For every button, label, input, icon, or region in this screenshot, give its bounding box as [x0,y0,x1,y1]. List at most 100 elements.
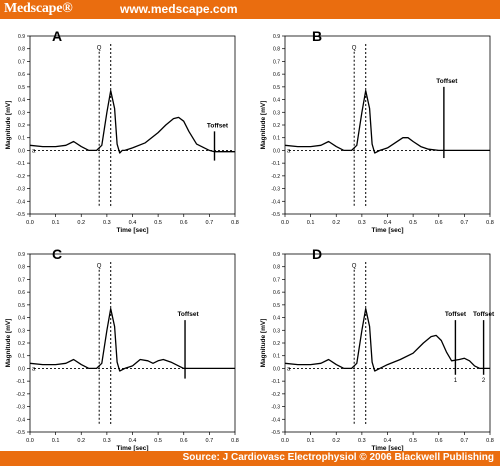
x-axis-label: Time [sec] [371,227,403,234]
y-tick-label: -0.1 [271,161,280,167]
ecg-waveform [284,308,490,372]
y-tick-label: -0.2 [16,174,25,180]
panel-c: C-0.5-0.4-0.3-0.2-0.10.00.10.20.30.40.50… [5,246,239,451]
y-tick-label: -0.3 [271,405,280,411]
y-tick-label: 0.8 [273,265,280,271]
start-marker: a [32,148,36,154]
y-tick-label: 0.1 [18,136,25,142]
x-tick-label: 0.2 [77,220,85,226]
y-tick-label: 0.4 [18,98,25,104]
q-marker: Q [352,264,357,270]
x-tick-label: 0.2 [332,438,340,444]
ecg-waveform [284,90,490,154]
x-tick-label: 0.4 [129,438,137,444]
x-tick-label: 0.6 [435,438,443,444]
y-tick-label: 0.5 [18,303,25,309]
y-tick-label: 0.1 [273,354,280,360]
figure-panels: A-0.5-0.4-0.3-0.2-0.10.00.10.20.30.40.50… [5,28,495,451]
start-marker: a [32,366,36,372]
ecg-waveform [29,308,235,372]
y-tick-label: 0.7 [273,277,280,283]
y-tick-label: -0.5 [271,430,280,436]
x-tick-label: 0.6 [180,438,188,444]
x-tick-label: 0.2 [77,438,85,444]
y-tick-label: -0.3 [16,187,25,193]
y-tick-label: 0.5 [18,85,25,91]
x-tick-label: 0.0 [281,438,289,444]
q-marker: Q [97,46,102,52]
x-tick-label: 0.0 [281,220,289,226]
y-tick-label: 0.5 [273,85,280,91]
x-tick-label: 0.8 [486,438,494,444]
y-tick-label: 0.9 [273,34,280,40]
y-tick-label: 0.2 [18,123,25,129]
plot-frame [284,253,491,433]
y-tick-label: 0.0 [18,366,25,372]
y-tick-label: -0.2 [271,174,280,180]
y-tick-label: 0.6 [273,290,280,296]
toffset-label: Toffset [445,311,467,318]
x-tick-label: 0.5 [409,220,417,226]
y-tick-label: 0.0 [273,148,280,154]
y-tick-label: 0.3 [18,328,25,334]
y-tick-label: 0.2 [273,123,280,129]
x-tick-label: 0.5 [154,220,162,226]
panel-b: B-0.5-0.4-0.3-0.2-0.10.00.10.20.30.40.50… [260,28,494,234]
x-axis-label: Time [sec] [371,445,403,451]
y-tick-label: 0.0 [273,366,280,372]
y-tick-label: 0.8 [18,265,25,271]
x-tick-label: 0.3 [358,438,366,444]
plot-frame [29,253,236,433]
x-tick-label: 0.5 [154,438,162,444]
q-marker: Q [352,46,357,52]
y-tick-label: -0.1 [271,379,280,385]
x-tick-label: 0.1 [307,220,315,226]
toffset-label: Toffset [473,311,495,318]
y-tick-label: 0.2 [273,341,280,347]
x-tick-label: 0.2 [332,220,340,226]
panel-a: A-0.5-0.4-0.3-0.2-0.10.00.10.20.30.40.50… [5,28,239,234]
y-tick-label: 0.3 [273,328,280,334]
q-marker: Q [97,264,102,270]
x-axis-label: Time [sec] [116,227,148,234]
toffset-index: 1 [454,378,458,384]
y-axis-label: Magnitude [mV] [260,101,267,150]
header-bar: Medscape® www.medscape.com [0,0,500,19]
y-tick-label: 0.3 [273,110,280,116]
x-tick-label: 0.1 [52,438,60,444]
y-tick-label: -0.4 [16,199,25,205]
y-tick-label: -0.1 [16,161,25,167]
y-tick-label: 0.5 [273,303,280,309]
x-tick-label: 0.1 [52,220,60,226]
y-tick-label: 0.7 [18,277,25,283]
y-tick-label: 0.8 [18,47,25,53]
x-tick-label: 0.4 [384,220,392,226]
y-axis-label: Magnitude [mV] [5,319,12,368]
y-tick-label: 0.3 [18,110,25,116]
y-tick-label: 0.6 [18,72,25,78]
y-tick-label: 0.9 [18,34,25,40]
x-tick-label: 0.8 [486,220,494,226]
y-tick-label: 0.9 [18,252,25,258]
x-tick-label: 0.3 [103,438,111,444]
start-marker: a [287,366,291,372]
x-tick-label: 0.5 [409,438,417,444]
x-tick-label: 0.7 [461,438,469,444]
x-tick-label: 0.8 [231,438,239,444]
x-tick-label: 0.0 [26,438,34,444]
plot-frame [284,35,491,215]
y-tick-label: -0.1 [16,379,25,385]
y-tick-label: 0.6 [273,72,280,78]
ecg-waveform [29,90,235,154]
y-tick-label: 0.7 [18,59,25,65]
x-tick-label: 0.0 [26,220,34,226]
footer-bar: Source: J Cardiovasc Electrophysiol © 20… [0,451,500,466]
x-tick-label: 0.8 [231,220,239,226]
toffset-label: Toffset [207,122,229,129]
y-tick-label: -0.2 [271,392,280,398]
y-tick-label: -0.5 [16,430,25,436]
x-tick-label: 0.7 [206,438,214,444]
x-tick-label: 0.3 [358,220,366,226]
y-tick-label: 0.4 [273,316,280,322]
y-tick-label: 0.0 [18,148,25,154]
